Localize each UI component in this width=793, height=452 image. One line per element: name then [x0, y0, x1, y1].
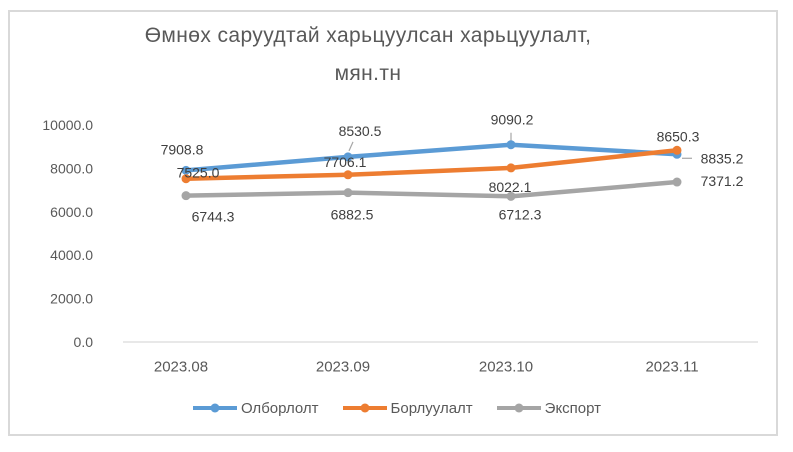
legend-item-1: Борлуулалт	[342, 400, 473, 417]
legend-label: Олборлолт	[240, 399, 319, 417]
legend-line-marker-icon	[192, 403, 237, 413]
data-point-1	[506, 163, 516, 173]
chart-object[interactable]	[8, 10, 778, 436]
data-label: 8530.5	[339, 123, 382, 139]
data-label: 9090.2	[491, 112, 534, 128]
legend-line-marker-icon	[342, 403, 387, 413]
series-line-1	[183, 148, 680, 181]
data-label: 8650.3	[657, 128, 700, 144]
data-point-0	[343, 152, 353, 162]
series-line-0	[183, 142, 680, 173]
data-point-2	[672, 177, 682, 187]
y-tick-label: 10000.0	[42, 117, 93, 133]
data-point-0	[181, 165, 191, 175]
y-tick-label: 4000.0	[50, 247, 93, 263]
data-label: 8835.2	[701, 150, 744, 166]
x-category-label: 2023.09	[316, 359, 370, 376]
data-label: 8022.1	[489, 179, 532, 195]
data-point-1	[672, 145, 682, 155]
chart-legend: Олборлолт Борлуулалт Экспорт	[0, 398, 793, 418]
x-category-label: 2023.08	[154, 359, 208, 376]
data-point-2	[343, 188, 353, 198]
data-label: 7706.1	[324, 154, 367, 170]
data-label-leader-line	[348, 141, 354, 152]
data-point-0	[506, 140, 516, 150]
legend-label: Экспорт	[544, 399, 602, 417]
chart-title: Өмнөх саруудтай харьцуулсан харьцуулалт,…	[0, 17, 736, 93]
data-label: 7908.8	[161, 141, 204, 157]
data-label: 7525.0	[177, 165, 220, 181]
legend-item-0: Олборлолт	[192, 400, 319, 417]
data-label: 7371.2	[701, 173, 744, 189]
chart-title-line-1: Өмнөх саруудтай харьцуулсан харьцуулалт,	[144, 24, 592, 47]
data-point-1	[181, 174, 191, 184]
data-label: 6882.5	[331, 207, 374, 223]
data-point-1	[343, 170, 353, 180]
y-tick-label: 2000.0	[50, 291, 93, 307]
y-tick-label: 0.0	[74, 334, 94, 350]
x-category-label: 2023.10	[479, 359, 533, 376]
chart-title-line-2: мян.тн	[334, 62, 402, 85]
legend-line-marker-icon	[496, 403, 541, 413]
y-tick-label: 8000.0	[50, 160, 93, 176]
legend-label: Борлуулалт	[390, 399, 473, 417]
data-point-2	[506, 191, 516, 201]
legend-item-2: Экспорт	[496, 400, 601, 417]
data-point-2	[181, 191, 191, 201]
y-tick-label: 6000.0	[50, 204, 93, 220]
data-label: 6744.3	[192, 209, 235, 225]
x-category-label: 2023.11	[645, 359, 698, 376]
data-label: 6712.3	[499, 206, 542, 222]
series-line-2	[183, 179, 680, 199]
